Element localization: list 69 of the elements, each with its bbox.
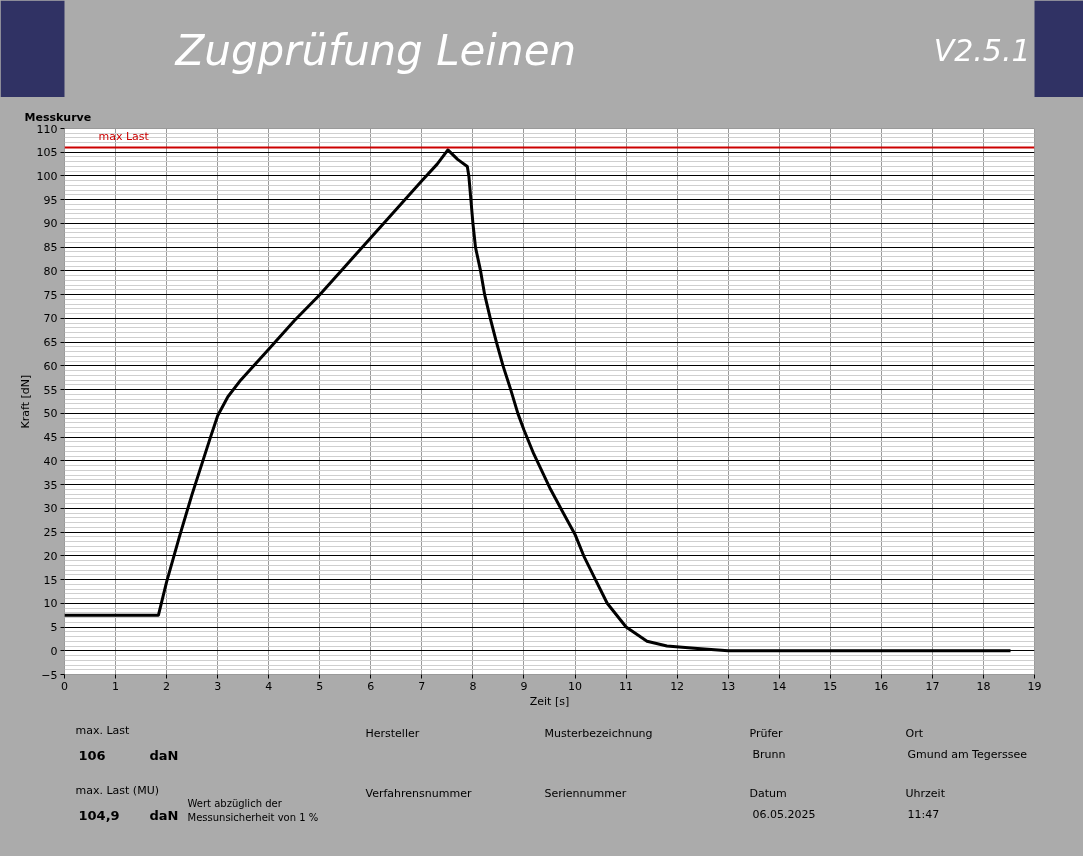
x-tick-label: 1: [112, 679, 120, 693]
text: Seriennummer: [544, 787, 627, 800]
y-tick-label: 110: [36, 122, 58, 136]
x-tick-label: 15: [823, 679, 838, 693]
x-tick-label: 16: [874, 679, 889, 693]
y-tick-label: 55: [43, 383, 58, 397]
y-axis-title: Kraft [dN]: [18, 374, 32, 429]
x-tick-label: 0: [61, 679, 68, 693]
y-tick-label: 35: [43, 478, 58, 492]
x-tick-label: 6: [367, 679, 375, 693]
y-tick-label: 95: [43, 193, 58, 207]
y-tick-label: 10: [43, 597, 58, 611]
x-tick-label: 12: [670, 679, 685, 693]
y-tick-label: 75: [43, 288, 58, 302]
x-tick-label: 9: [520, 679, 528, 693]
text: Musterbezeichnung: [544, 727, 653, 740]
x-tick-label: 5: [316, 679, 324, 693]
x-axis-title: Zeit [s]: [529, 694, 570, 708]
text: Hersteller: [365, 727, 420, 740]
text: Gmund am Tegerssee: [907, 748, 1028, 761]
x-tick-label: 10: [568, 679, 583, 693]
y-tick-label: 70: [43, 312, 58, 326]
chart-subtitle: Messkurve: [24, 110, 92, 124]
y-tick-label: 20: [43, 549, 58, 563]
y-tick-label: 90: [43, 217, 58, 231]
text: 06.05.2025: [752, 807, 816, 821]
y-tick-label: 100: [36, 169, 58, 183]
text: daN: [149, 748, 179, 763]
chart-title: Zugprüfung Leinen: [174, 26, 577, 75]
text: V2.5.1: [933, 33, 1031, 68]
y-tick-label: 15: [43, 573, 58, 587]
text: Wert abzüglich der Messunsicherheit von 1 %: [187, 798, 319, 823]
text: daN: [149, 808, 179, 823]
x-tick-label: 7: [418, 679, 426, 693]
y-tick-label: 40: [43, 454, 58, 468]
y-tick-label: 85: [43, 241, 58, 255]
x-tick-label: 14: [772, 679, 787, 693]
text: max. Last: [75, 724, 131, 737]
text: Prüfer: [749, 727, 784, 740]
x-tick-label: 3: [214, 679, 222, 693]
y-tick-label: 0: [50, 644, 58, 658]
y-tick-label: −5: [41, 668, 58, 682]
y-tick-label: 80: [43, 264, 58, 278]
text: Brunn: [752, 748, 786, 761]
x-tick-label: 8: [469, 679, 477, 693]
x-tick-label: 18: [976, 679, 991, 693]
x-tick-label: 2: [163, 679, 171, 693]
text: Datum: [749, 787, 787, 800]
ref-line-label: max Last: [98, 130, 150, 144]
x-tick-label: 13: [721, 679, 736, 693]
text: 11:47: [907, 808, 940, 821]
text: max. Last (MU): [75, 784, 159, 797]
y-tick-label: 50: [43, 407, 58, 421]
y-tick-label: 65: [43, 336, 58, 350]
y-tick-label: 45: [43, 431, 58, 445]
y-tick-label: 60: [43, 359, 58, 373]
y-tick-label: 5: [50, 621, 58, 635]
text: 106: [78, 748, 106, 763]
y-tick-label: 25: [43, 526, 58, 540]
y-tick-label: 105: [36, 146, 58, 160]
text: Verfahrensnummer: [365, 787, 472, 800]
x-tick-label: 4: [265, 679, 273, 693]
x-tick-label: 11: [619, 679, 634, 693]
text: 104,9: [78, 808, 120, 823]
x-tick-label: 17: [925, 679, 940, 693]
text: Uhrzeit: [905, 787, 946, 800]
y-tick-label: 30: [43, 502, 58, 516]
x-tick-label: 19: [1027, 679, 1042, 693]
text: Ort: [905, 727, 924, 740]
